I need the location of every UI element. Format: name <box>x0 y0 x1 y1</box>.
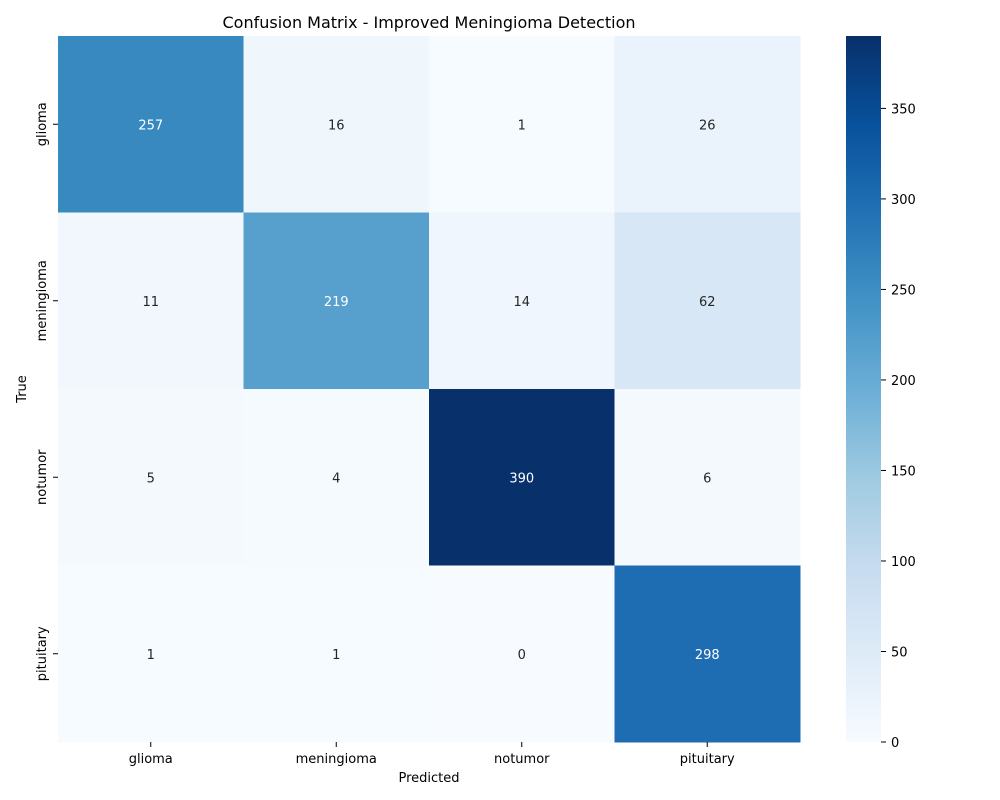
cell-value-label: 11 <box>142 295 159 310</box>
heatmap-cell <box>429 565 615 743</box>
cell-value-label: 1 <box>518 118 526 133</box>
cell-value-label: 1 <box>332 648 340 663</box>
cell-value-label: 0 <box>518 648 526 663</box>
x-tick-label: meningioma <box>296 752 377 767</box>
y-tick-label: meningioma <box>35 260 50 341</box>
colorbar-tick-label: 100 <box>891 555 916 570</box>
colorbar-tick-label: 0 <box>891 736 899 751</box>
x-axis-ticks: glioma meningioma notumor pituitary <box>129 742 735 767</box>
cell-value-label: 298 <box>695 648 720 663</box>
heatmap-cell <box>58 389 244 566</box>
heatmap-cell <box>614 212 801 390</box>
heatmap-cells <box>58 36 801 743</box>
heatmap-cell <box>58 36 244 213</box>
cell-value-label: 4 <box>332 471 340 486</box>
y-tick-label: glioma <box>35 102 50 146</box>
cell-value-label: 1 <box>147 648 155 663</box>
x-tick-label: glioma <box>129 752 173 767</box>
heatmap-cell <box>243 212 430 390</box>
y-axis-label: True <box>15 375 30 404</box>
cell-value-label: 62 <box>699 295 716 310</box>
colorbar-tick-label: 300 <box>891 193 916 208</box>
colorbar-tick-label: 350 <box>891 102 916 117</box>
cell-value-label: 5 <box>147 471 155 486</box>
heatmap-cell <box>58 565 244 743</box>
cell-value-label: 14 <box>513 295 530 310</box>
colorbar-ticks: 0 50 100 150 200 250 300 350 <box>881 102 916 751</box>
heatmap-cell <box>243 565 430 743</box>
heatmap-cell <box>243 36 430 213</box>
colorbar-tick-label: 50 <box>891 645 908 660</box>
y-tick-label: notumor <box>35 449 50 505</box>
chart-title: Confusion Matrix - Improved Meningioma D… <box>223 13 636 32</box>
cell-value-label: 6 <box>703 471 711 486</box>
x-tick-label: notumor <box>494 752 550 767</box>
heatmap-cell <box>614 389 801 566</box>
colorbar-tick-label: 250 <box>891 283 916 298</box>
cell-value-label: 219 <box>324 295 349 310</box>
heatmap-cell <box>429 36 615 213</box>
cell-value-label: 16 <box>328 118 345 133</box>
colorbar-tick-label: 150 <box>891 464 916 479</box>
x-axis-label: Predicted <box>398 771 459 786</box>
cell-value-label: 26 <box>699 118 716 133</box>
heatmap-cell <box>243 389 430 566</box>
colorbar <box>846 36 881 742</box>
heatmap-cell <box>614 36 801 213</box>
heatmap-cell <box>614 565 801 743</box>
y-axis-ticks: glioma meningioma notumor pituitary <box>35 102 58 681</box>
x-tick-label: pituitary <box>680 752 735 767</box>
cell-value-label: 390 <box>509 471 534 486</box>
heatmap-cell <box>58 212 244 390</box>
heatmap-cell <box>429 212 615 390</box>
cell-value-label: 257 <box>138 118 163 133</box>
heatmap-cell <box>429 389 615 566</box>
y-tick-label: pituitary <box>35 626 50 681</box>
colorbar-tick-label: 200 <box>891 374 916 389</box>
